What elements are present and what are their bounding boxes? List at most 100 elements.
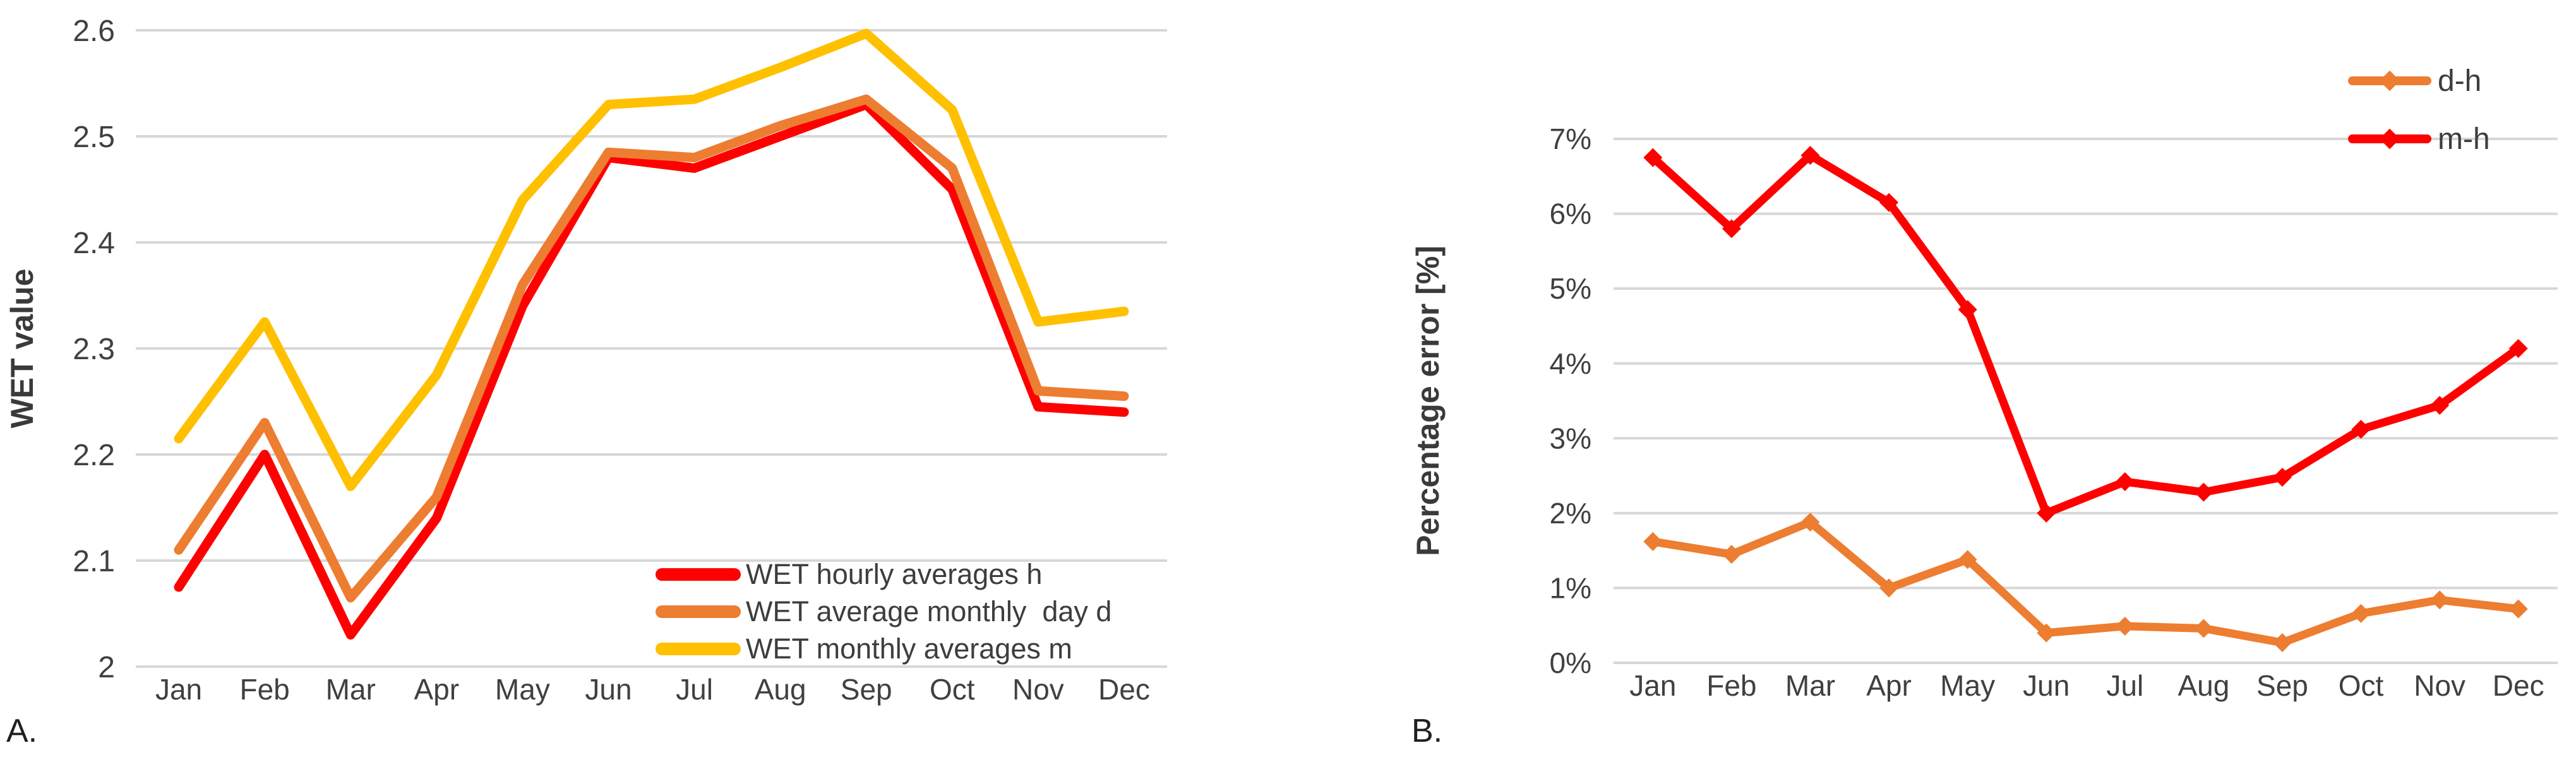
legend-line-icon [656, 605, 741, 618]
legend-swatch-icon [656, 593, 741, 630]
data-point-marker [2508, 599, 2528, 619]
legend-item: WET monthly averages m [656, 630, 1111, 667]
legend-label: WET monthly averages m [746, 632, 1072, 665]
legend-label: WET average monthly day d [746, 595, 1112, 627]
percentage-error-plot: 0% 1% 2% 3% 4% 5% 6% 7% Jan Feb Mar Apr May Jun Jul Aug… [1410, 122, 2558, 702]
legend-swatch-icon [2348, 52, 2431, 110]
series-line-0 [174, 100, 1129, 640]
y-tick-label: 2.2 [73, 439, 115, 472]
legend-swatch-icon [656, 630, 741, 667]
y-tick-label: 2 [98, 651, 115, 684]
y-axis-title: Percentage error [%] [1410, 246, 1446, 556]
x-tick-label: May [495, 673, 550, 706]
x-tick-label: Sep [841, 673, 892, 706]
data-point-marker [2272, 633, 2292, 652]
data-point-marker [1722, 545, 1741, 564]
x-tick-label: Aug [755, 673, 806, 706]
x-axis-tick-labels: Jan Feb Mar Apr May Jun Jul Aug Sep Oct Nov Dec [155, 673, 1150, 706]
x-tick-label: Jun [2023, 669, 2070, 702]
data-point-marker [2194, 619, 2214, 638]
y-tick-label: 4% [1550, 347, 1591, 380]
y-tick-label: 2.4 [73, 227, 115, 260]
y-tick-label: 2.5 [73, 121, 115, 154]
data-point-marker [1800, 146, 1820, 165]
x-axis-tick-labels: Jan Feb Mar Apr May Jun Jul Aug Sep Oct Nov Dec [1629, 669, 2544, 702]
data-point-marker [2430, 590, 2450, 610]
y-tick-label: 6% [1550, 198, 1591, 230]
x-tick-label: Feb [1706, 669, 1756, 702]
data-point-marker [2115, 616, 2135, 636]
x-tick-label: Jun [585, 673, 632, 706]
y-tick-label: 2% [1550, 497, 1591, 530]
percentage-error-chart: 0% 1% 2% 3% 4% 5% 6% 7% Jan Feb Mar Apr May Jun Jul Aug… [1383, 0, 2576, 779]
x-tick-label: Mar [1785, 669, 1835, 702]
x-tick-label: Jan [155, 673, 202, 706]
x-tick-label: Oct [2339, 669, 2384, 702]
legend-label: d-h [2438, 64, 2482, 98]
data-point-marker [2351, 420, 2371, 439]
series-line-0 [1648, 518, 2523, 647]
error-chart-legend: d-h m-h [2348, 52, 2490, 168]
legend-diamond-marker-icon [2379, 128, 2400, 150]
x-tick-label: Dec [2493, 669, 2544, 702]
panel-b-label: B. [1411, 713, 1443, 749]
x-tick-label: Feb [239, 673, 289, 706]
x-tick-label: Jul [2106, 669, 2143, 702]
y-tick-label: 7% [1550, 122, 1591, 155]
y-tick-label: 3% [1550, 422, 1591, 455]
y-axis-title: WET value [4, 269, 40, 429]
wet-value-chart: 2 2.1 2.2 2.3 2.4 2.5 2.6 Jan Feb Mar Apr May Jun Jul… [4, 15, 1167, 749]
data-point-marker [1800, 513, 1820, 532]
panel-a-label: A. [6, 713, 38, 749]
y-tick-label: 2.1 [73, 545, 115, 578]
x-tick-label: May [1940, 669, 1995, 702]
legend-item: WET hourly averages h [656, 556, 1111, 593]
y-axis-tick-labels: 0% 1% 2% 3% 4% 5% 6% 7% [1550, 122, 1591, 679]
x-tick-label: Aug [2178, 669, 2229, 702]
x-tick-label: Apr [414, 673, 459, 706]
legend-line-icon [656, 642, 741, 655]
x-tick-label: Oct [930, 673, 975, 706]
series-line-1 [174, 94, 1129, 603]
data-point-marker [2430, 396, 2450, 415]
x-tick-label: Nov [1012, 673, 1064, 706]
wet-value-plot: 2 2.1 2.2 2.3 2.4 2.5 2.6 Jan Feb Mar Apr May Jun Jul… [4, 15, 1167, 706]
data-point-marker [2351, 604, 2371, 623]
series-line-2 [174, 28, 1129, 491]
legend-item: d-h [2348, 52, 2490, 110]
legend-label: m-h [2438, 122, 2490, 156]
legend-item: m-h [2348, 110, 2490, 168]
x-tick-label: Sep [2256, 669, 2308, 702]
y-axis-tick-labels: 2 2.1 2.2 2.3 2.4 2.5 2.6 [73, 15, 115, 684]
legend-swatch-icon [2348, 110, 2431, 168]
series-markers-1 [1643, 146, 2528, 523]
data-point-marker [2272, 467, 2292, 487]
legend-swatch-icon [656, 556, 741, 593]
x-tick-label: Dec [1098, 673, 1150, 706]
data-point-marker [2037, 623, 2056, 643]
series-markers-0 [1643, 513, 2528, 652]
x-tick-label: Nov [2414, 669, 2465, 702]
gridlines [136, 29, 1167, 668]
data-point-marker [1958, 300, 1977, 319]
legend-diamond-marker-icon [2379, 70, 2400, 92]
y-tick-label: 5% [1550, 272, 1591, 305]
x-tick-label: Mar [326, 673, 376, 706]
y-tick-label: 2.3 [73, 333, 115, 366]
data-point-marker [2194, 482, 2214, 502]
legend-line-icon [656, 568, 741, 581]
data-point-marker [1879, 578, 1899, 598]
y-tick-label: 0% [1550, 646, 1591, 679]
x-tick-label: Jul [676, 673, 713, 706]
data-point-marker [1643, 148, 1663, 167]
x-tick-label: Jan [1629, 669, 1676, 702]
y-tick-label: 2.6 [73, 15, 115, 48]
gridlines [1614, 138, 2558, 664]
data-point-marker [1958, 550, 1977, 569]
data-point-marker [1722, 219, 1741, 239]
data-point-marker [2037, 503, 2056, 523]
legend-label: WET hourly averages h [746, 557, 1043, 590]
series-line-1 [1648, 151, 2523, 518]
data-point-marker [1643, 532, 1663, 551]
